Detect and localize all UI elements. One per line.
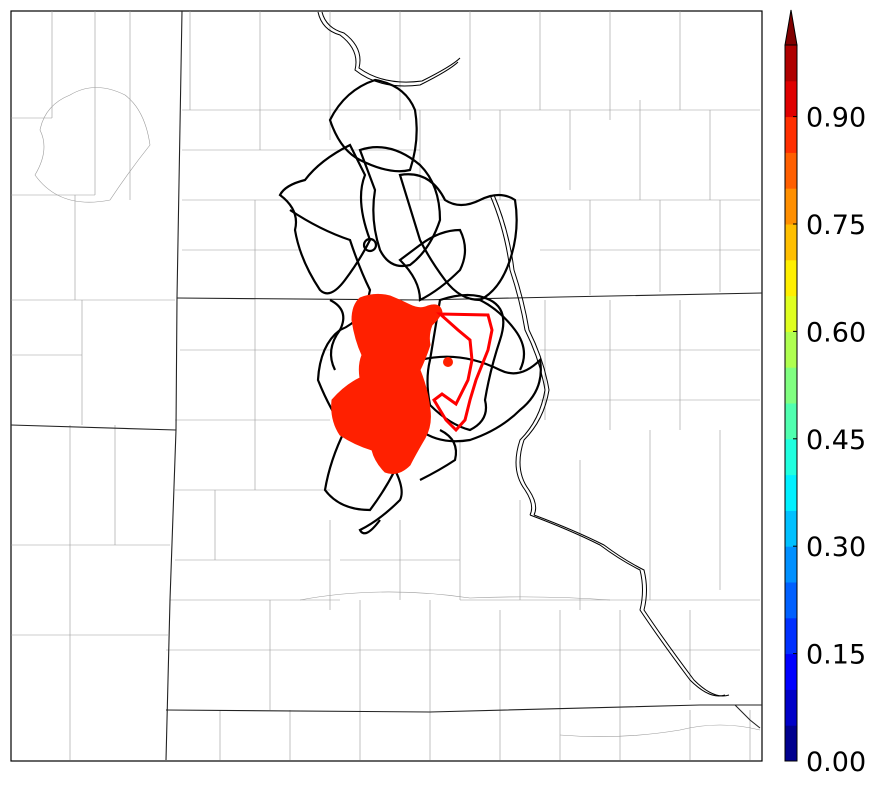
colorbar-tick-label: 0.60 (806, 317, 866, 348)
colorbar-segment (785, 224, 797, 261)
colorbar-segment (785, 295, 797, 332)
colorbar-segments (785, 45, 797, 762)
state-lines (11, 11, 762, 761)
colorbar-extend-arrow (784, 9, 798, 46)
colorbar-ticks: 0.00 0.15 0.30 0.45 0.60 0.75 0.90 (793, 103, 866, 778)
colorbar-tick-label: 0.45 (806, 425, 866, 456)
colorbar-segment (785, 510, 797, 547)
map-area (10, 10, 763, 762)
colorbar-tick-label: 0.90 (806, 103, 866, 134)
colorbar-segment (785, 653, 797, 690)
rivers (317, 11, 730, 697)
county-lines (11, 11, 761, 760)
colorbar-segment (785, 367, 797, 404)
colorbar-segment (785, 546, 797, 583)
colorbar-tick-label: 0.15 (806, 640, 866, 671)
colorbar-segment (785, 725, 797, 762)
colorbar-frame (784, 44, 798, 762)
colorbar-segment (785, 582, 797, 619)
probability-dot (443, 357, 453, 367)
colorbar-segment (785, 403, 797, 440)
colorbar-segment (785, 474, 797, 511)
colorbar-tick-label: 0.30 (806, 532, 866, 563)
colorbar-segment (785, 438, 797, 476)
observed-outline (432, 312, 494, 433)
colorbar-segment (785, 259, 797, 297)
colorbar-segment (785, 689, 797, 726)
colorbar-tick-label: 0.00 (806, 747, 866, 778)
colorbar: 0.00 0.15 0.30 0.45 0.60 0.75 0.90 (784, 9, 866, 778)
colorbar-segment (785, 116, 797, 153)
colorbar-segment (785, 188, 797, 225)
colorbar-segment (785, 80, 797, 118)
colorbar-segment (785, 617, 797, 655)
colorbar-segment (785, 331, 797, 368)
colorbar-segment (785, 45, 797, 82)
ensemble-contours (278, 78, 542, 535)
colorbar-tick-label: 0.75 (806, 210, 866, 241)
probability-fill (331, 293, 443, 474)
colorbar-segment (785, 152, 797, 189)
